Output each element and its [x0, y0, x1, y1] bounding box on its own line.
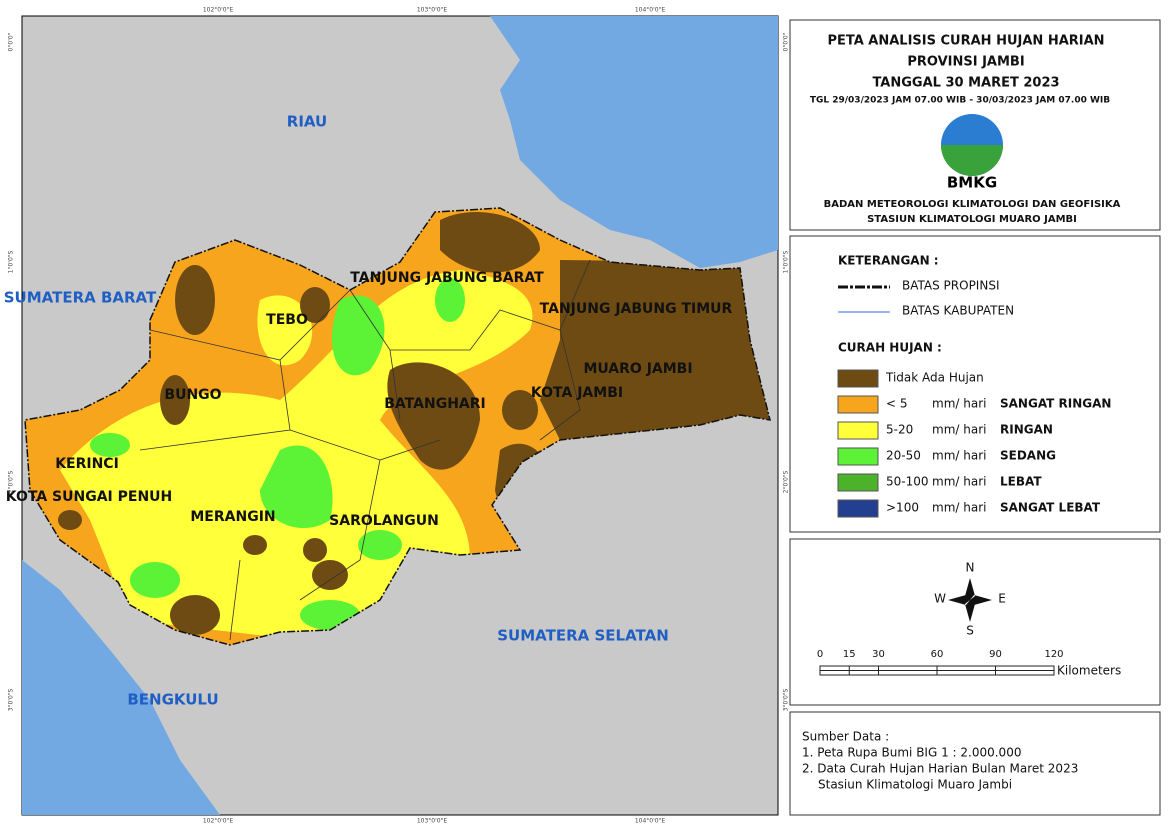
region-label: SUMATERA SELATAN: [497, 627, 669, 645]
scale-label: 15: [843, 649, 856, 660]
region-label: MERANGIN: [190, 509, 275, 525]
lat-label: 0°0'0": [8, 32, 15, 51]
date: TANGGAL 30 MARET 2023: [872, 76, 1059, 91]
legend-unit: mm/ hari: [932, 423, 986, 437]
region-label: BENGKULU: [127, 691, 218, 709]
legend-label: 50-100: [886, 475, 929, 489]
legend-swatch: [837, 447, 879, 466]
region-label: BATANGHARI: [384, 396, 485, 412]
scale-unit: Kilometers: [1057, 664, 1121, 678]
lon-label: 103°0'0"E: [417, 818, 447, 825]
region-label: SUMATERA BARAT: [4, 289, 157, 307]
legend-unit: mm/ hari: [932, 397, 986, 411]
legend-class: SANGAT RINGAN: [1000, 397, 1111, 411]
compass-panel: N S E W Kilometers 0 15 30 60 90 120: [789, 538, 1161, 706]
legend-label: Tidak Ada Hujan: [885, 371, 984, 385]
region-label: RIAU: [287, 113, 327, 131]
legend-label: BATAS PROPINSI: [902, 279, 999, 293]
logo-text: BMKG: [947, 174, 997, 192]
agency: BADAN METEOROLOGI KLIMATOLOGI DAN GEOFIS…: [824, 199, 1121, 210]
legend-label: 5-20: [886, 423, 913, 437]
source-line: Stasiun Klimatologi Muaro Jambi: [818, 778, 1012, 792]
compass-w: W: [934, 592, 946, 606]
scale-label: 60: [931, 649, 944, 660]
compass-s: S: [966, 624, 974, 638]
lat-label: 0°0'0": [783, 32, 790, 51]
legend-class: SANGAT LEBAT: [1000, 501, 1101, 515]
region-label: SAROLANGUN: [329, 513, 439, 529]
legend-swatch: [837, 421, 879, 440]
legend-label: 20-50: [886, 449, 921, 463]
legend-unit: mm/ hari: [932, 501, 986, 515]
legend-label: BATAS KABUPATEN: [902, 304, 1014, 318]
title: PROVINSI JAMBI: [907, 55, 1024, 70]
legend-class: LEBAT: [1000, 475, 1042, 489]
legend-swatch: [837, 499, 879, 518]
legend-swatch: [837, 473, 879, 492]
region-label: KOTA JAMBI: [531, 385, 623, 401]
legend-label: >100: [886, 501, 919, 515]
logo: [941, 145, 1003, 176]
region-label: KOTA SUNGAI PENUH: [6, 489, 173, 505]
district-boundary: [139, 259, 591, 641]
lat-label: 3°0'0"S: [8, 688, 15, 711]
lat-label: 1°0'0"S: [783, 250, 790, 273]
region-label: TEBO: [266, 312, 308, 328]
legend-class: RINGAN: [1000, 423, 1053, 437]
lon-label: 103°0'0"E: [417, 7, 447, 14]
title-panel: PETA ANALISIS CURAH HUJAN HARIAN PROVINS…: [789, 19, 1161, 231]
region-label: TANJUNG JABUNG TIMUR: [540, 301, 733, 317]
legend-title: KETERANGAN :: [838, 254, 939, 268]
title: PETA ANALISIS CURAH HUJAN HARIAN: [827, 34, 1104, 49]
scale-label: 30: [872, 649, 885, 660]
source-panel: Sumber Data : 1. Peta Rupa Bumi BIG 1 : …: [789, 711, 1161, 816]
lon-label: 102°0'0"E: [203, 7, 233, 14]
lat-label: 1°0'0"S: [8, 250, 15, 273]
scale-label: 90: [989, 649, 1002, 660]
legend-class: SEDANG: [1000, 449, 1056, 463]
lat-label: 2°0'0"S: [783, 470, 790, 493]
region-label: BUNGO: [164, 387, 221, 403]
compass-e: E: [998, 592, 1006, 606]
legend-swatch: [837, 369, 879, 388]
lon-label: 104°0'0"E: [635, 7, 665, 14]
compass-n: N: [966, 561, 975, 575]
panel: [789, 538, 1161, 706]
legend-panel: KETERANGAN : BATAS PROPINSI BATAS KABUPA…: [789, 235, 1161, 533]
compass-rose: [948, 578, 992, 622]
lon-label: 104°0'0"E: [635, 818, 665, 825]
legend-title: CURAH HUJAN :: [838, 341, 942, 355]
panel: [789, 711, 1161, 816]
region-label: TANJUNG JABUNG BARAT: [350, 270, 544, 286]
lat-label: 3°0'0"S: [783, 688, 790, 711]
station: STASIUN KLIMATOLOGI MUARO JAMBI: [867, 214, 1077, 225]
lon-label: 102°0'0"E: [203, 818, 233, 825]
region-label: KERINCI: [55, 456, 119, 472]
legend-unit: mm/ hari: [932, 449, 986, 463]
period: TGL 29/03/2023 JAM 07.00 WIB - 30/03/202…: [810, 96, 1110, 106]
map: RIAU SUMATERA BARAT TANJUNG JABUNG BARAT…: [4, 7, 790, 825]
source-line: 2. Data Curah Hujan Harian Bulan Maret 2…: [802, 762, 1078, 776]
province-boundary: [24, 207, 772, 646]
region-label: MUARO JAMBI: [583, 361, 692, 377]
scale-label: 120: [1044, 649, 1063, 660]
sea: [22, 560, 220, 815]
legend-label: < 5: [886, 397, 908, 411]
sea: [490, 16, 778, 268]
scale-label: 0: [817, 649, 823, 660]
source-title: Sumber Data :: [802, 730, 889, 744]
legend-swatch: [837, 395, 879, 414]
source-line: 1. Peta Rupa Bumi BIG 1 : 2.000.000: [802, 746, 1021, 760]
lat-label: 2°0'0"S: [8, 470, 15, 493]
legend-unit: mm/ hari: [932, 475, 986, 489]
